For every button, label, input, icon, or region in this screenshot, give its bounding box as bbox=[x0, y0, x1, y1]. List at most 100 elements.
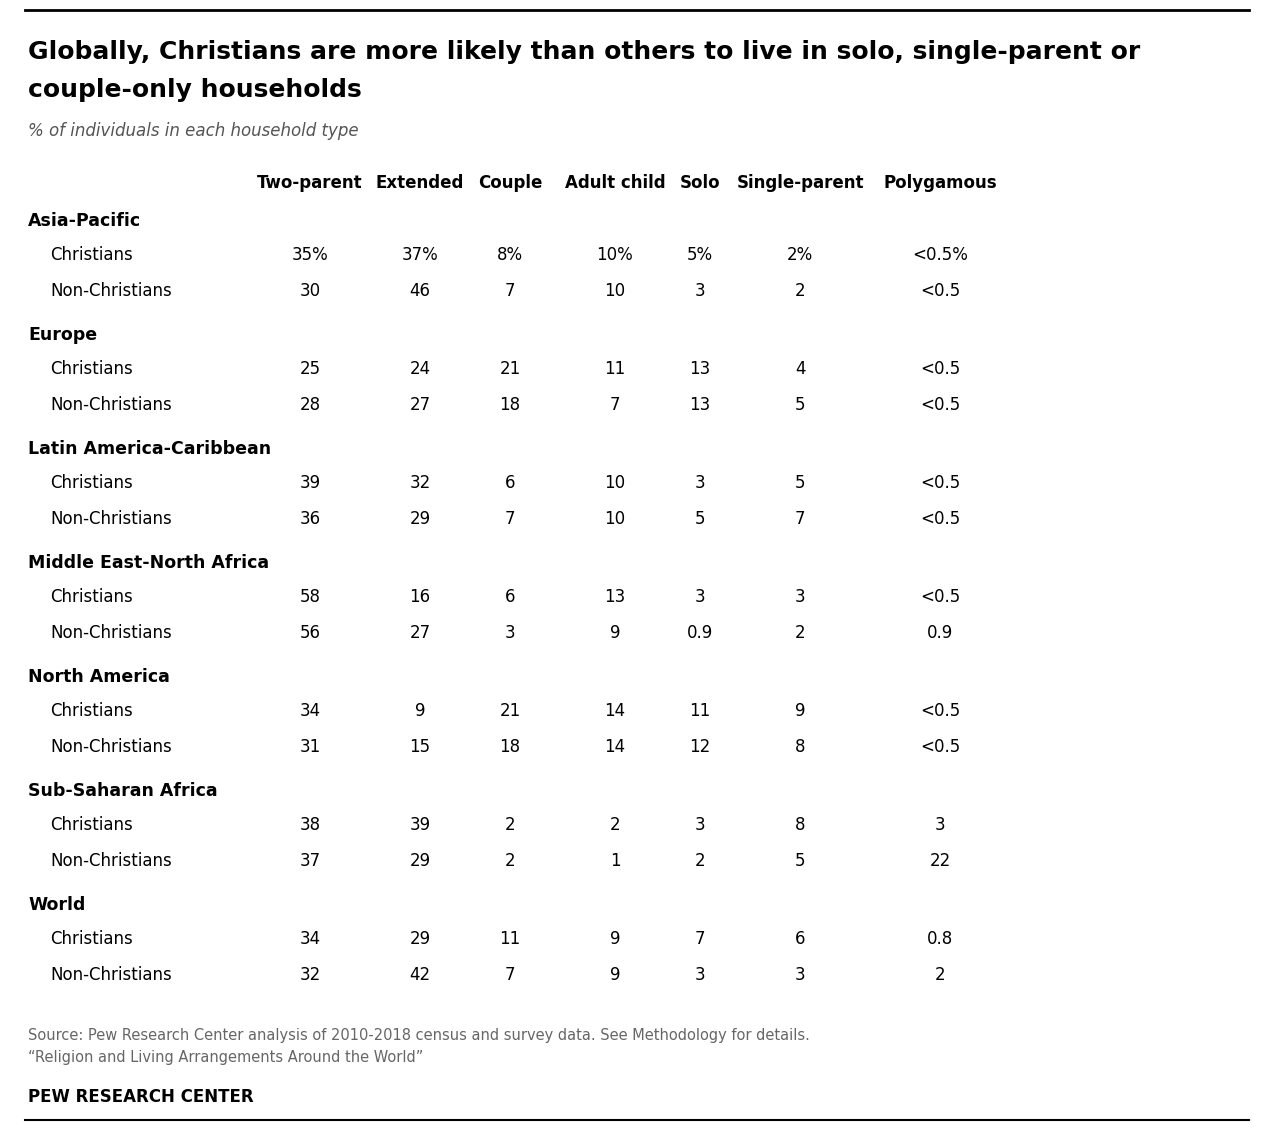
Text: Christians: Christians bbox=[50, 588, 132, 605]
Text: 3: 3 bbox=[694, 474, 706, 492]
Text: Christians: Christians bbox=[50, 702, 132, 720]
Text: 3: 3 bbox=[694, 966, 706, 984]
Text: 27: 27 bbox=[409, 396, 431, 414]
Text: <0.5: <0.5 bbox=[920, 360, 961, 378]
Text: 2: 2 bbox=[610, 816, 620, 834]
Text: <0.5: <0.5 bbox=[920, 702, 961, 720]
Text: 0.9: 0.9 bbox=[687, 624, 713, 642]
Text: 3: 3 bbox=[694, 588, 706, 605]
Text: Adult child: Adult child bbox=[564, 174, 665, 192]
Text: 34: 34 bbox=[299, 702, 321, 720]
Text: Sub-Saharan Africa: Sub-Saharan Africa bbox=[28, 782, 218, 800]
Text: 2: 2 bbox=[505, 852, 515, 870]
Text: 7: 7 bbox=[610, 396, 620, 414]
Text: 31: 31 bbox=[299, 738, 321, 755]
Text: 16: 16 bbox=[409, 588, 431, 605]
Text: 5: 5 bbox=[795, 396, 805, 414]
Text: 29: 29 bbox=[409, 930, 431, 949]
Text: couple-only households: couple-only households bbox=[28, 78, 362, 102]
Text: <0.5: <0.5 bbox=[920, 282, 961, 300]
Text: <0.5: <0.5 bbox=[920, 510, 961, 528]
Text: 14: 14 bbox=[604, 738, 626, 755]
Text: 27: 27 bbox=[409, 624, 431, 642]
Text: 3: 3 bbox=[935, 816, 945, 834]
Text: <0.5: <0.5 bbox=[920, 474, 961, 492]
Text: 5: 5 bbox=[694, 510, 706, 528]
Text: 11: 11 bbox=[604, 360, 626, 378]
Text: Couple: Couple bbox=[478, 174, 543, 192]
Text: 11: 11 bbox=[499, 930, 521, 949]
Text: 2: 2 bbox=[935, 966, 945, 984]
Text: 36: 36 bbox=[299, 510, 321, 528]
Text: 12: 12 bbox=[689, 738, 711, 755]
Text: Non-Christians: Non-Christians bbox=[50, 624, 172, 642]
Text: <0.5: <0.5 bbox=[920, 738, 961, 755]
Text: 15: 15 bbox=[409, 738, 431, 755]
Text: 8%: 8% bbox=[497, 247, 524, 264]
Text: Latin America-Caribbean: Latin America-Caribbean bbox=[28, 440, 271, 458]
Text: 9: 9 bbox=[415, 702, 426, 720]
Text: 32: 32 bbox=[409, 474, 431, 492]
Text: 21: 21 bbox=[499, 702, 521, 720]
Text: 13: 13 bbox=[689, 360, 711, 378]
Text: 3: 3 bbox=[795, 966, 805, 984]
Text: Middle East-North Africa: Middle East-North Africa bbox=[28, 554, 269, 573]
Text: 9: 9 bbox=[795, 702, 805, 720]
Text: Non-Christians: Non-Christians bbox=[50, 396, 172, 414]
Text: 5: 5 bbox=[795, 474, 805, 492]
Text: Extended: Extended bbox=[376, 174, 464, 192]
Text: % of individuals in each household type: % of individuals in each household type bbox=[28, 122, 358, 140]
Text: Europe: Europe bbox=[28, 326, 97, 344]
Text: 35%: 35% bbox=[292, 247, 329, 264]
Text: 56: 56 bbox=[299, 624, 321, 642]
Text: 34: 34 bbox=[299, 930, 321, 949]
Text: 7: 7 bbox=[505, 510, 515, 528]
Text: 0.9: 0.9 bbox=[927, 624, 953, 642]
Text: 7: 7 bbox=[505, 282, 515, 300]
Text: Christians: Christians bbox=[50, 360, 132, 378]
Text: 7: 7 bbox=[505, 966, 515, 984]
Text: Non-Christians: Non-Christians bbox=[50, 738, 172, 755]
Text: Single-parent: Single-parent bbox=[736, 174, 864, 192]
Text: 4: 4 bbox=[795, 360, 805, 378]
Text: 29: 29 bbox=[409, 510, 431, 528]
Text: Christians: Christians bbox=[50, 930, 132, 949]
Text: 13: 13 bbox=[604, 588, 626, 605]
Text: Source: Pew Research Center analysis of 2010-2018 census and survey data. See Me: Source: Pew Research Center analysis of … bbox=[28, 1028, 810, 1043]
Text: World: World bbox=[28, 896, 85, 914]
Text: 39: 39 bbox=[299, 474, 321, 492]
Text: “Religion and Living Arrangements Around the World”: “Religion and Living Arrangements Around… bbox=[28, 1050, 423, 1066]
Text: 14: 14 bbox=[604, 702, 626, 720]
Text: 13: 13 bbox=[689, 396, 711, 414]
Text: 21: 21 bbox=[499, 360, 521, 378]
Text: 5: 5 bbox=[795, 852, 805, 870]
Text: Polygamous: Polygamous bbox=[883, 174, 996, 192]
Text: 25: 25 bbox=[299, 360, 321, 378]
Text: 10%: 10% bbox=[596, 247, 633, 264]
Text: 7: 7 bbox=[694, 930, 706, 949]
Text: 22: 22 bbox=[929, 852, 950, 870]
Text: 7: 7 bbox=[795, 510, 805, 528]
Text: 37%: 37% bbox=[401, 247, 438, 264]
Text: 38: 38 bbox=[299, 816, 321, 834]
Text: 29: 29 bbox=[409, 852, 431, 870]
Text: 2%: 2% bbox=[787, 247, 813, 264]
Text: Globally, Christians are more likely than others to live in solo, single-parent : Globally, Christians are more likely tha… bbox=[28, 40, 1140, 64]
Text: <0.5: <0.5 bbox=[920, 396, 961, 414]
Text: Non-Christians: Non-Christians bbox=[50, 852, 172, 870]
Text: 2: 2 bbox=[694, 852, 706, 870]
Text: Two-parent: Two-parent bbox=[257, 174, 363, 192]
Text: Christians: Christians bbox=[50, 816, 132, 834]
Text: 8: 8 bbox=[795, 816, 805, 834]
Text: 3: 3 bbox=[694, 282, 706, 300]
Text: 0.8: 0.8 bbox=[927, 930, 953, 949]
Text: 3: 3 bbox=[505, 624, 515, 642]
Text: 24: 24 bbox=[409, 360, 431, 378]
Text: 28: 28 bbox=[299, 396, 321, 414]
Text: Christians: Christians bbox=[50, 247, 132, 264]
Text: 3: 3 bbox=[795, 588, 805, 605]
Text: 58: 58 bbox=[299, 588, 321, 605]
Text: 5%: 5% bbox=[687, 247, 713, 264]
Text: 30: 30 bbox=[299, 282, 321, 300]
Text: Solo: Solo bbox=[680, 174, 720, 192]
